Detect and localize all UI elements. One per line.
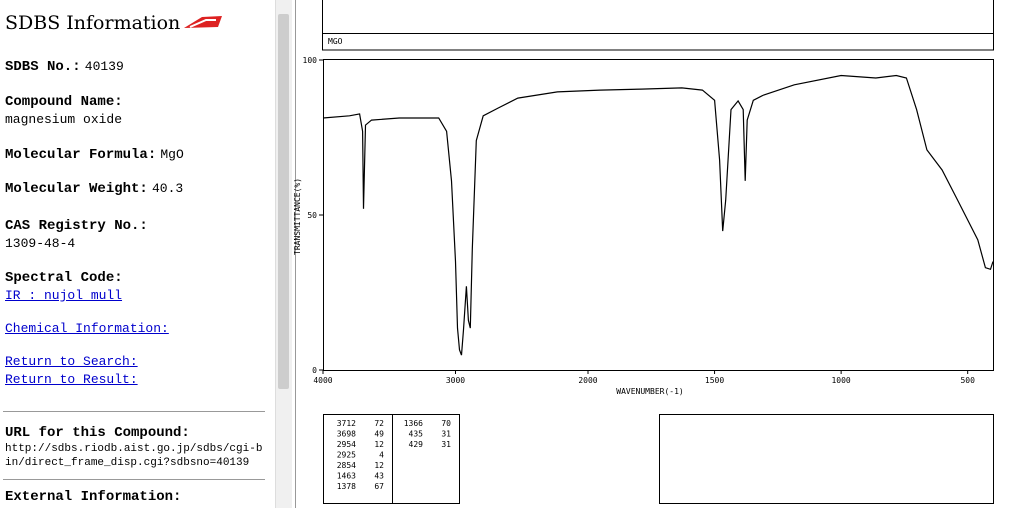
x-tick-label: 2000 (578, 376, 597, 385)
link[interactable]: IR : nujol mull (5, 288, 123, 303)
label: Molecular Weight: (5, 181, 148, 197)
peak-transmittance: 4 (379, 451, 384, 460)
x-tick-label: 500 (960, 376, 975, 385)
value: magnesium oxide (5, 112, 123, 127)
label: CAS Registry No.: (5, 218, 148, 234)
y-tick-label: 100 (303, 56, 318, 65)
peak-table (323, 414, 460, 504)
peak-wavenumber: 429 (409, 440, 424, 449)
sample-label: MGO (328, 37, 343, 46)
label: Molecular Formula: (5, 147, 157, 163)
y-axis-label: TRANSMITTANCE(%) (293, 178, 302, 255)
spectrum-line (322, 74, 994, 356)
peak-transmittance: 72 (374, 419, 384, 428)
peak-transmittance: 31 (441, 440, 451, 449)
peak-transmittance: 31 (441, 430, 451, 439)
x-tick-label: 4000 (313, 376, 332, 385)
logo (184, 16, 222, 28)
x-tick-label: 3000 (446, 376, 465, 385)
peak-transmittance: 12 (374, 440, 384, 449)
value: 40139 (84, 59, 124, 74)
peak-wavenumber: 2854 (337, 461, 356, 470)
y-tick-label: 0 (312, 366, 317, 375)
url: http://sdbs.riodb.aist.go.jp/sdbs/cgi-bi… (5, 443, 263, 469)
peak-wavenumber: 1366 (404, 419, 423, 428)
peak-transmittance: 12 (374, 461, 384, 470)
value: 40.3 (151, 181, 184, 196)
label: External Information: (5, 489, 182, 505)
label: Compound Name: (5, 94, 123, 110)
label: URL for this Compound: (5, 425, 190, 441)
label: SDBS No.: (5, 59, 81, 75)
peak-transmittance: 43 (374, 472, 384, 481)
peak-wavenumber: 2954 (337, 440, 356, 449)
peak-transmittance: 70 (441, 419, 451, 428)
scrollbar[interactable] (275, 0, 292, 508)
peak-wavenumber: 3698 (337, 430, 356, 439)
plot-area (323, 59, 994, 371)
peak-transmittance: 49 (374, 430, 384, 439)
divider (3, 411, 265, 412)
divider (3, 479, 265, 480)
peak-transmittance: 67 (374, 482, 384, 491)
link[interactable]: Return to Search: (5, 354, 138, 369)
sidebar-title: SDBS Information (5, 12, 181, 34)
x-tick-label: 1000 (831, 376, 850, 385)
label: Spectral Code: (5, 270, 123, 286)
value: 1309-48-4 (5, 236, 76, 251)
peak-wavenumber: 1378 (337, 482, 356, 491)
peak-wavenumber: 435 (409, 430, 424, 439)
link[interactable]: Chemical Information: (5, 321, 169, 336)
empty-box (659, 414, 994, 504)
peak-wavenumber: 3712 (337, 419, 356, 428)
y-tick-label: 50 (307, 211, 317, 220)
x-tick-label: 1500 (705, 376, 724, 385)
peak-wavenumber: 1463 (337, 472, 356, 481)
peak-wavenumber: 2925 (337, 451, 356, 460)
link[interactable]: Return to Result: (5, 372, 138, 387)
value: MgO (160, 147, 184, 162)
sidebar: SDBS Information SDBS No.: 40139 Compoun… (0, 0, 272, 508)
x-axis-label: WAVENUMBER(-1) (616, 387, 683, 396)
